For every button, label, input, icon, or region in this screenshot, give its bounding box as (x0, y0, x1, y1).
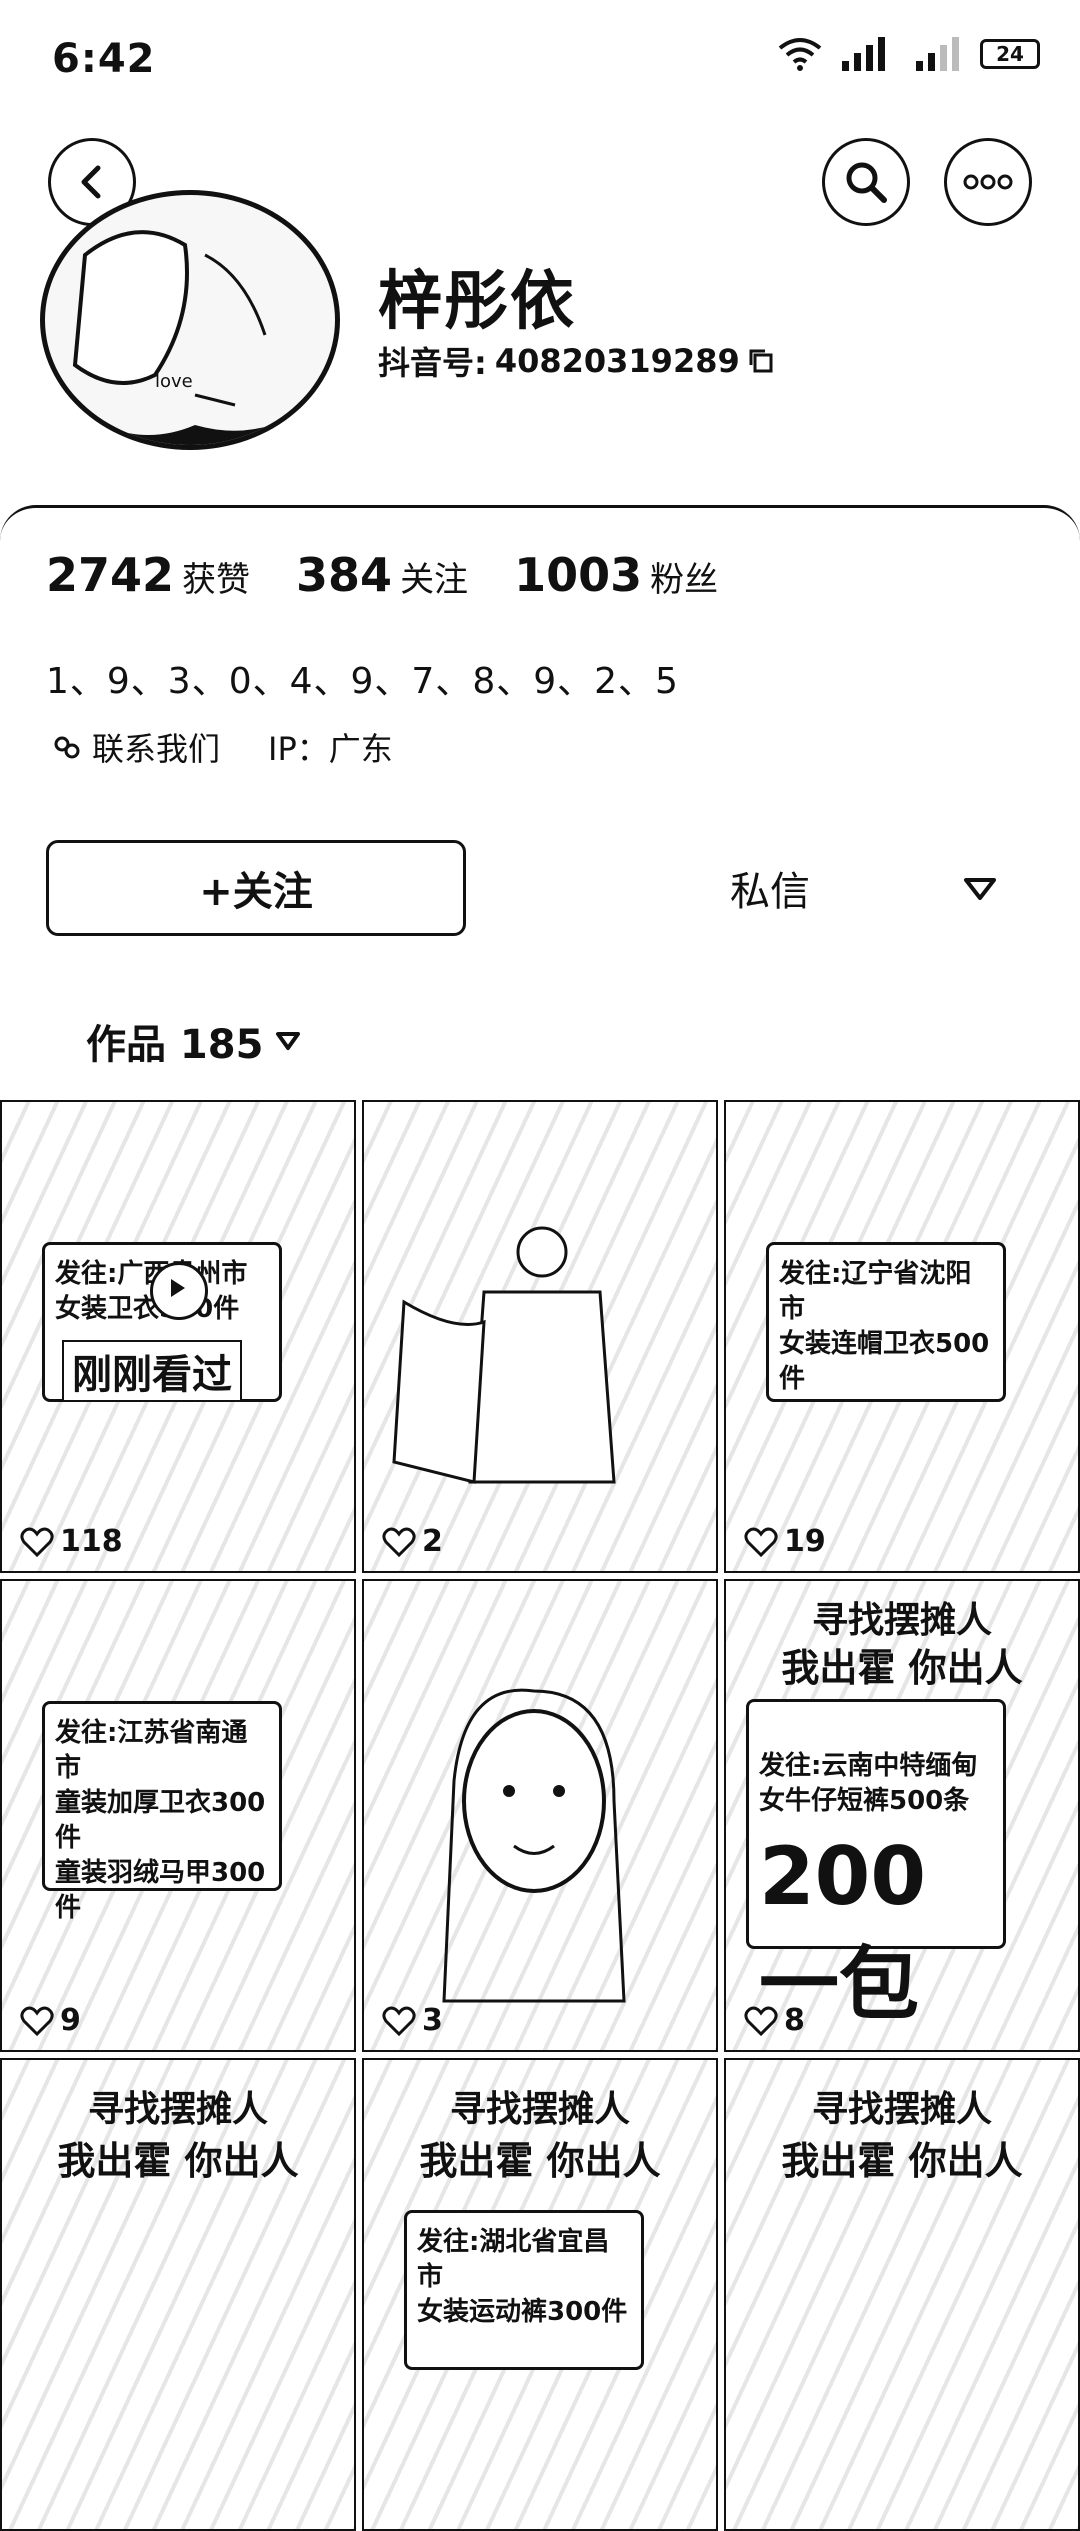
signal-2-icon (916, 37, 959, 71)
video-sign-text: 发往:辽宁省沈阳市 女装连帽卫衣500件 (766, 1242, 1006, 1402)
video-likes: 19 (744, 1524, 826, 1559)
tab-works-label: 作品 185 (86, 1022, 264, 1068)
profile-id-label: 抖音号: (378, 344, 487, 382)
stat-likes[interactable]: 2742 获赞 (46, 548, 250, 602)
likes-count: 9 (60, 2003, 81, 2038)
video-tile[interactable]: 寻找摆摊人 我出霍 你出人 (0, 2058, 356, 2531)
follow-button[interactable]: +关注 (46, 840, 466, 936)
stat-label: 关注 (400, 560, 469, 600)
video-sign-price: 200一包 (759, 1830, 926, 2032)
back-icon (81, 165, 101, 199)
video-banner-2: 我出霍 你出人 (781, 1646, 1023, 1690)
contact-label: 联系我们 (92, 730, 221, 768)
ip-location: IP：广东 (268, 730, 393, 768)
video-sign-text: 发往:湖北省宜昌市 女装运动裤300件 (404, 2210, 644, 2370)
link-icon (54, 736, 80, 759)
video-banner-2: 我出霍 你出人 (57, 2139, 299, 2183)
tab-works[interactable]: 作品 185 (86, 1012, 301, 1070)
video-likes: 118 (20, 1524, 123, 1559)
heart-icon (382, 1527, 416, 1557)
stat-value: 1003 (514, 548, 643, 602)
video-tile[interactable]: 发往:江苏省南通市 童装加厚卫衣300件 童装羽绒马甲300件 9 (0, 1579, 356, 2052)
status-bar: 6:42 24 (0, 0, 1080, 120)
video-tile[interactable]: 寻找摆摊人 我出霍 你出人 发往:云南中特缅甸 女牛仔短裤500条 200一包 … (724, 1579, 1080, 2052)
video-sign-text: 发往:江苏省南通市 童装加厚卫衣300件 童装羽绒马甲300件 (42, 1701, 282, 1923)
video-sign-line: 发往:云南中特缅甸 女牛仔短裤500条 (759, 1751, 978, 1817)
stat-value: 2742 (46, 548, 175, 602)
video-banner: 寻找摆摊人 (811, 2089, 992, 2130)
video-tile[interactable]: 发往:广西贵州市 女装卫衣500件 刚刚看过 118 (0, 1100, 356, 1573)
back-button[interactable] (48, 138, 136, 226)
heart-icon (744, 2006, 778, 2036)
video-banner-2: 我出霍 你出人 (781, 2139, 1023, 2183)
status-time: 6:42 (52, 36, 156, 82)
likes-count: 2 (422, 1524, 443, 1559)
message-button[interactable]: 私信 (730, 869, 810, 915)
video-tile[interactable]: 发往:辽宁省沈阳市 女装连帽卫衣500件 19 (724, 1100, 1080, 1573)
video-tile[interactable]: 寻找摆摊人 我出霍 你出人 发往:湖北省宜昌市 女装运动裤300件 (362, 2058, 718, 2531)
stat-following[interactable]: 384 关注 (296, 548, 468, 602)
video-likes: 2 (382, 1524, 443, 1559)
search-icon (846, 162, 887, 203)
bio-text: 1、9、3、0、4、9、7、8、9、2、5 (46, 661, 679, 702)
stat-value: 384 (296, 548, 393, 602)
person-figure (392, 1226, 616, 1484)
video-tile[interactable]: 2 (362, 1100, 718, 1573)
video-tile[interactable]: 寻找摆摊人 我出霍 你出人 (724, 2058, 1080, 2531)
video-likes: 8 (744, 2003, 805, 2038)
profile-id-value: 40820319289 (494, 342, 740, 380)
heart-icon (744, 1527, 778, 1557)
likes-count: 3 (422, 2003, 443, 2038)
stat-label: 粉丝 (650, 560, 719, 600)
avatar-image (46, 230, 335, 445)
status-icons: 24 (778, 36, 1040, 72)
stats-row: 2742 获赞 384 关注 1003 粉丝 (46, 548, 764, 602)
battery-icon: 24 (980, 39, 1040, 69)
heart-icon (382, 2006, 416, 2036)
profile-name: 梓彤依 (378, 265, 576, 339)
video-likes: 9 (20, 2003, 81, 2038)
recently-watched-label: 刚刚看过 (62, 1340, 242, 1402)
signal-icon (842, 37, 885, 71)
person-face (442, 1688, 626, 2003)
profile-id: 抖音号: 40820319289 (378, 338, 774, 384)
stat-label: 获赞 (182, 560, 251, 600)
video-banner-2: 我出霍 你出人 (419, 2139, 661, 2183)
likes-count: 8 (784, 2003, 805, 2038)
more-icon (963, 174, 1013, 190)
avatar-text: love (155, 371, 193, 392)
recommend-dropdown-icon[interactable] (960, 872, 1000, 904)
chevron-down-icon (276, 1032, 301, 1050)
heart-icon (20, 1527, 54, 1557)
likes-count: 118 (60, 1524, 123, 1559)
heart-icon (20, 2006, 54, 2036)
video-banner: 寻找摆摊人 (811, 1600, 992, 1641)
battery-level: 24 (996, 42, 1024, 66)
video-banner: 寻找摆摊人 (87, 2089, 268, 2130)
video-tile[interactable]: 3 (362, 1579, 718, 2052)
more-button[interactable] (944, 138, 1032, 226)
video-likes: 3 (382, 2003, 443, 2038)
contact-link[interactable]: 联系我们 (52, 724, 220, 770)
likes-count: 19 (784, 1524, 826, 1559)
video-banner: 寻找摆摊人 (449, 2089, 630, 2130)
video-sign-text: 发往:云南中特缅甸 女牛仔短裤500条 200一包 (746, 1699, 1006, 2031)
play-icon (150, 1262, 208, 1320)
stat-followers[interactable]: 1003 粉丝 (514, 548, 718, 602)
wifi-icon (778, 38, 822, 71)
search-button[interactable] (822, 138, 910, 226)
copy-icon[interactable] (748, 348, 774, 374)
avatar[interactable]: love (40, 190, 340, 450)
